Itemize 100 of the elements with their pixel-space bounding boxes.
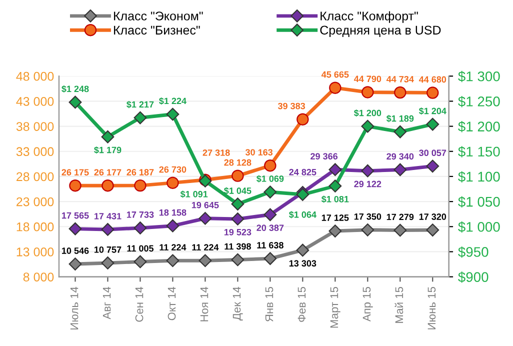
point bbox=[426, 118, 440, 131]
data-label: 44 680 bbox=[418, 76, 446, 83]
data-label: $1 091 bbox=[180, 190, 208, 198]
data-label: 11 224 bbox=[160, 244, 186, 250]
point bbox=[264, 186, 277, 198]
point bbox=[264, 208, 277, 222]
y2-tick-label: $1 100 bbox=[458, 171, 500, 182]
point bbox=[101, 130, 114, 144]
point bbox=[329, 82, 342, 94]
x-tick-label: Янв 15 bbox=[265, 286, 274, 322]
point bbox=[134, 255, 147, 268]
data-label: 19 645 bbox=[192, 202, 219, 208]
y-tick-label: 13 000 bbox=[16, 248, 54, 256]
data-label: 11 638 bbox=[257, 242, 284, 248]
x-tick-label: Сен 14 bbox=[135, 286, 144, 322]
data-label: 30 163 bbox=[245, 149, 273, 156]
point bbox=[198, 254, 212, 268]
data-label: 11 005 bbox=[127, 245, 154, 252]
x-tick-label: Май 15 bbox=[394, 286, 404, 323]
y2-tick-label: $1 150 bbox=[458, 146, 500, 158]
point bbox=[296, 113, 309, 126]
data-label: $1 217 bbox=[126, 100, 154, 108]
data-label: 44 734 bbox=[386, 76, 414, 82]
data-label: 28 128 bbox=[224, 159, 252, 166]
data-label: 11 398 bbox=[224, 243, 251, 250]
point bbox=[231, 198, 244, 210]
data-label: 26 175 bbox=[62, 169, 89, 176]
point bbox=[69, 180, 82, 192]
y2-tick-label: $1 000 bbox=[458, 221, 500, 233]
point bbox=[394, 224, 407, 237]
legend-label: Класс "Комфорт" bbox=[320, 11, 418, 23]
point bbox=[68, 258, 82, 270]
data-label: 17 733 bbox=[126, 211, 154, 218]
data-label: 17 431 bbox=[94, 212, 122, 220]
y2-tick-label: $1 250 bbox=[458, 96, 500, 108]
point bbox=[362, 86, 374, 98]
data-label: 10 546 bbox=[62, 248, 89, 254]
point bbox=[394, 86, 406, 99]
y2-tick-label: $1 200 bbox=[458, 121, 500, 132]
point bbox=[361, 223, 374, 236]
point bbox=[296, 244, 310, 257]
data-label: $1 204 bbox=[418, 107, 446, 115]
point bbox=[166, 254, 180, 268]
point bbox=[134, 222, 147, 234]
data-label: 20 387 bbox=[256, 224, 284, 232]
y2-tick-label: $950 bbox=[458, 246, 488, 258]
data-label: $1 045 bbox=[224, 187, 252, 195]
legend-label: Класс "Эконом" bbox=[114, 12, 203, 20]
point bbox=[328, 224, 342, 238]
data-label: 29 122 bbox=[354, 180, 382, 188]
x-tick-label: Июль 14 bbox=[70, 286, 78, 330]
point bbox=[426, 86, 439, 99]
data-label: 17 350 bbox=[354, 213, 382, 220]
point bbox=[361, 164, 374, 178]
data-label: 26 177 bbox=[94, 169, 122, 176]
legend-label: Средняя цена в USD bbox=[320, 26, 441, 38]
point bbox=[68, 96, 82, 109]
x-tick-label: Апр 15 bbox=[362, 286, 373, 322]
y-tick-label: 38 000 bbox=[16, 122, 54, 131]
data-label: $1 081 bbox=[321, 196, 349, 203]
y-tick-label: 8 000 bbox=[23, 272, 54, 282]
y2-tick-label: $900 bbox=[458, 272, 488, 283]
point bbox=[166, 219, 180, 232]
x-tick-label: Авг 14 bbox=[102, 286, 111, 320]
data-label: 44 790 bbox=[354, 76, 382, 82]
data-label: $1 248 bbox=[62, 85, 89, 93]
x-tick-label: Ноя 14 bbox=[200, 286, 208, 322]
data-label: 27 318 bbox=[202, 149, 230, 156]
data-label: $1 179 bbox=[94, 146, 122, 154]
data-label: 26 187 bbox=[126, 169, 154, 176]
x-tick-label: Окт 14 bbox=[168, 286, 176, 320]
data-label: 19 523 bbox=[224, 228, 252, 236]
data-label: $1 200 bbox=[354, 109, 382, 117]
point bbox=[296, 188, 310, 201]
y-tick-label: 28 000 bbox=[16, 172, 54, 182]
data-label: 17 279 bbox=[386, 214, 414, 220]
point bbox=[328, 163, 342, 176]
x-tick-label: Июнь 15 bbox=[428, 286, 436, 330]
data-label: 29 340 bbox=[386, 153, 414, 160]
data-label: $1 069 bbox=[256, 175, 284, 182]
data-label: 30 057 bbox=[419, 150, 446, 156]
point bbox=[101, 256, 114, 270]
y-tick-label: 18 000 bbox=[16, 222, 54, 232]
data-label: 45 665 bbox=[321, 71, 349, 78]
data-label: 11 224 bbox=[192, 244, 219, 250]
point bbox=[134, 179, 146, 192]
data-label: 17 320 bbox=[419, 214, 446, 220]
point bbox=[328, 180, 342, 192]
point bbox=[134, 111, 147, 124]
point bbox=[264, 252, 277, 265]
point bbox=[198, 212, 212, 225]
point bbox=[264, 160, 276, 172]
data-label: 17 125 bbox=[322, 214, 349, 221]
data-label: $1 189 bbox=[386, 114, 414, 122]
point bbox=[101, 223, 114, 236]
y-tick-label: 33 000 bbox=[16, 147, 54, 156]
data-label: $1 064 bbox=[288, 211, 316, 218]
data-label: 24 825 bbox=[289, 168, 316, 176]
point bbox=[426, 160, 440, 173]
legend-label: Класс "Бизнес" bbox=[114, 26, 200, 35]
